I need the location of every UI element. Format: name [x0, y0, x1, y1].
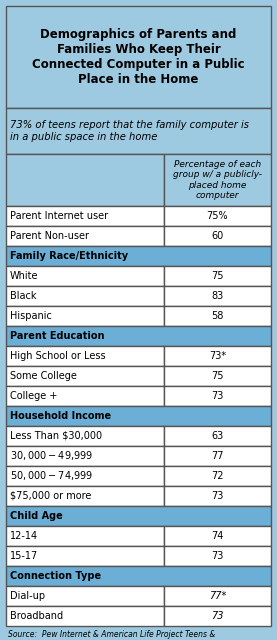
Bar — [6, 386, 164, 406]
Text: $75,000 or more: $75,000 or more — [10, 491, 91, 501]
Bar — [6, 586, 164, 606]
Text: 73: 73 — [211, 551, 224, 561]
Bar — [164, 446, 271, 466]
Text: Hispanic: Hispanic — [10, 311, 52, 321]
Text: 72: 72 — [211, 471, 224, 481]
Bar — [164, 286, 271, 306]
Text: High School or Less: High School or Less — [10, 351, 106, 361]
Text: Source:  Pew Internet & American Life Project Teens &
Parents Survey, Oct-Nov. 2: Source: Pew Internet & American Life Pro… — [8, 630, 229, 640]
Text: Some College: Some College — [10, 371, 77, 381]
Text: 12-14: 12-14 — [10, 531, 38, 541]
Bar — [6, 486, 164, 506]
Bar — [164, 526, 271, 546]
Text: 60: 60 — [211, 231, 224, 241]
Text: 75: 75 — [211, 271, 224, 281]
Text: Connection Type: Connection Type — [10, 571, 101, 581]
Bar — [6, 346, 164, 366]
Text: 74: 74 — [211, 531, 224, 541]
Text: 83: 83 — [211, 291, 224, 301]
Bar — [6, 366, 164, 386]
Text: Black: Black — [10, 291, 37, 301]
Text: Dial-up: Dial-up — [10, 591, 45, 601]
Bar — [6, 286, 164, 306]
Bar — [6, 108, 271, 154]
Text: Child Age: Child Age — [10, 511, 63, 521]
Text: 73: 73 — [211, 391, 224, 401]
Bar — [164, 386, 271, 406]
Bar — [6, 426, 164, 446]
Bar — [164, 606, 271, 626]
Bar — [6, 526, 164, 546]
Bar — [6, 506, 271, 526]
Text: $50,000-$74,999: $50,000-$74,999 — [10, 470, 93, 483]
Text: 75: 75 — [211, 371, 224, 381]
Bar — [164, 154, 271, 206]
Bar — [164, 426, 271, 446]
Bar — [6, 306, 164, 326]
Bar — [6, 206, 164, 226]
Bar — [6, 246, 271, 266]
Bar — [164, 466, 271, 486]
Text: 75%: 75% — [207, 211, 228, 221]
Bar — [6, 6, 271, 108]
Text: 15-17: 15-17 — [10, 551, 38, 561]
Text: 73% of teens report that the family computer is
in a public space in the home: 73% of teens report that the family comp… — [10, 120, 249, 142]
Bar — [6, 266, 164, 286]
Text: Parent Non-user: Parent Non-user — [10, 231, 89, 241]
Bar — [164, 366, 271, 386]
Bar — [164, 346, 271, 366]
Text: 77*: 77* — [209, 591, 226, 601]
Text: 58: 58 — [211, 311, 224, 321]
Bar — [6, 566, 271, 586]
Text: 63: 63 — [211, 431, 224, 441]
Text: White: White — [10, 271, 39, 281]
Bar — [6, 154, 164, 206]
Bar — [164, 206, 271, 226]
Text: Broadband: Broadband — [10, 611, 63, 621]
Text: Parent Education: Parent Education — [10, 331, 104, 341]
Text: Demographics of Parents and
Families Who Keep Their
Connected Computer in a Publ: Demographics of Parents and Families Who… — [32, 28, 245, 86]
Text: Household Income: Household Income — [10, 411, 111, 421]
Bar — [6, 466, 164, 486]
Bar — [164, 586, 271, 606]
Text: 77: 77 — [211, 451, 224, 461]
Bar — [164, 306, 271, 326]
Text: 73: 73 — [211, 491, 224, 501]
Bar — [6, 546, 164, 566]
Text: 73*: 73* — [209, 351, 226, 361]
Bar — [164, 486, 271, 506]
Text: Parent Internet user: Parent Internet user — [10, 211, 108, 221]
Text: $30,000-$49,999: $30,000-$49,999 — [10, 449, 93, 463]
Bar — [6, 446, 164, 466]
Bar — [6, 606, 164, 626]
Text: Percentage of each
group w/ a publicly-
placed home
computer: Percentage of each group w/ a publicly- … — [173, 160, 262, 200]
Bar — [6, 406, 271, 426]
Text: 73: 73 — [211, 611, 224, 621]
Text: Less Than $30,000: Less Than $30,000 — [10, 431, 102, 441]
Bar — [6, 326, 271, 346]
Text: College +: College + — [10, 391, 57, 401]
Bar — [6, 226, 164, 246]
Bar — [164, 546, 271, 566]
Bar — [164, 226, 271, 246]
Bar — [164, 266, 271, 286]
Text: Family Race/Ethnicity: Family Race/Ethnicity — [10, 251, 128, 261]
